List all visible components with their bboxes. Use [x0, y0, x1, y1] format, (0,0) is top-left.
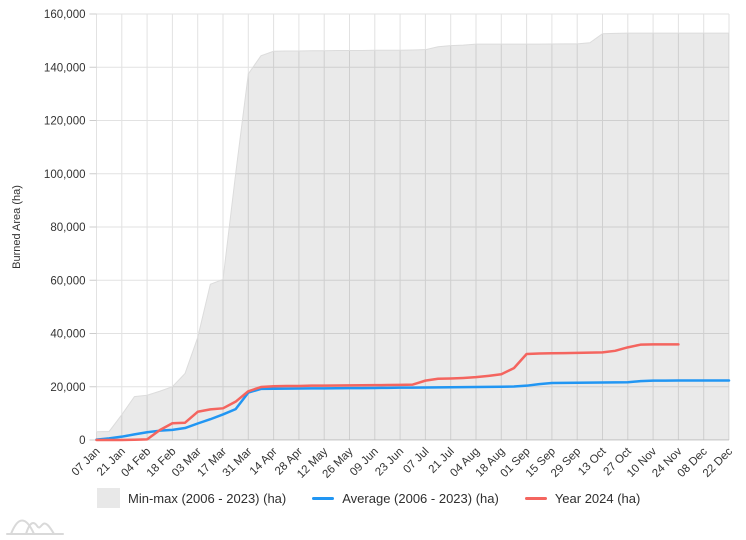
legend-item-year-2024[interactable]: Year 2024 (ha): [524, 490, 641, 506]
y-axis-label: 160,000: [44, 9, 86, 21]
min-max-swatch: [97, 488, 120, 508]
year-2024-swatch: [524, 496, 547, 500]
gridlines: [89, 13, 730, 441]
min-max-area-edge: [96, 32, 729, 433]
legend-item-average[interactable]: Average (2006 - 2023) (ha): [312, 491, 499, 506]
x-axis-label: 31 Mar: [221, 446, 255, 480]
x-axis-label: 14 Apr: [248, 446, 280, 478]
year-2024-line: [95, 343, 680, 442]
x-axis-label: 07 Jul: [401, 446, 431, 476]
y-axis-label: 60,000: [50, 275, 85, 287]
mountains-watermark-logo: [6, 519, 64, 535]
legend-item-min-max[interactable]: Min-max (2006 - 2023) (ha): [97, 488, 286, 508]
legend-label-min-max: Min-max (2006 - 2023) (ha): [128, 490, 287, 506]
y-axis-label: 140,000: [44, 62, 86, 74]
average-swatch: [312, 496, 335, 500]
y-axis-label: 120,000: [44, 116, 86, 128]
y-axis-title: Burned Area (ha): [11, 185, 23, 269]
y-axis-label: 0: [79, 435, 85, 447]
y-axis-label: 20,000: [50, 382, 85, 394]
y-axis-label: 100,000: [44, 169, 86, 181]
chart-legend: Min-max (2006 - 2023) (ha) Average (2006…: [97, 488, 640, 508]
min-max-area-series: [96, 32, 729, 441]
y-axis-label: 40,000: [50, 329, 85, 341]
x-axis-label: 23 Jun: [373, 446, 406, 479]
min-max-area: [96, 33, 729, 441]
legend-label-year-2024: Year 2024 (ha): [554, 490, 641, 506]
legend-label-average: Average (2006 - 2023) (ha): [342, 490, 499, 506]
average-line: [95, 379, 731, 441]
y-axis-label: 80,000: [50, 222, 85, 234]
line-series: [95, 343, 731, 442]
